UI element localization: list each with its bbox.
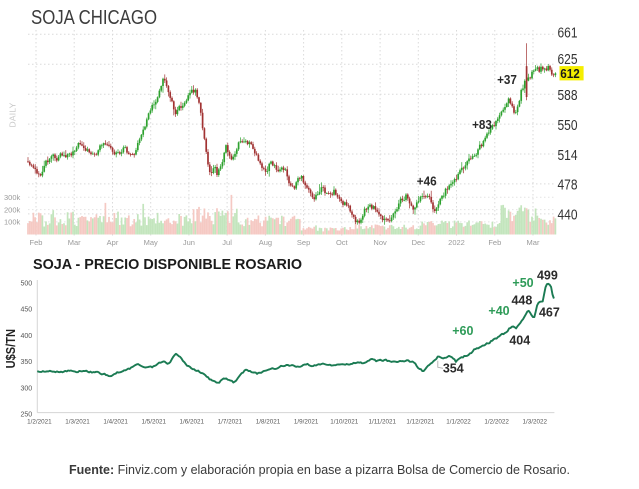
svg-text:Oct: Oct (336, 238, 349, 247)
svg-text:Sep: Sep (297, 238, 310, 247)
svg-text:+50: +50 (512, 276, 533, 290)
svg-text:448: 448 (511, 294, 532, 308)
svg-text:DAILY: DAILY (7, 102, 17, 127)
svg-text:+60: +60 (452, 324, 473, 338)
svg-text:1/1/2022: 1/1/2022 (446, 419, 471, 426)
svg-text:1/4/2021: 1/4/2021 (103, 419, 128, 426)
svg-text:Dec: Dec (412, 238, 426, 247)
svg-text:1/9/2021: 1/9/2021 (294, 419, 319, 426)
svg-text:250: 250 (21, 412, 33, 419)
svg-text:+83: +83 (472, 118, 492, 133)
svg-text:Apr: Apr (107, 238, 119, 247)
svg-text:588: 588 (558, 87, 578, 104)
svg-text:625: 625 (558, 51, 578, 68)
svg-text:550: 550 (558, 117, 578, 134)
svg-text:1/2/2021: 1/2/2021 (27, 419, 52, 426)
svg-text:1/7/2021: 1/7/2021 (218, 419, 243, 426)
svg-text:1/6/2021: 1/6/2021 (180, 419, 205, 426)
svg-text:450: 450 (21, 307, 33, 314)
svg-text:1/3/2022: 1/3/2022 (522, 419, 547, 426)
svg-text:300k: 300k (4, 193, 21, 202)
svg-text:612: 612 (560, 67, 580, 82)
svg-text:1/10/2021: 1/10/2021 (330, 419, 359, 426)
svg-text:U$S/TN: U$S/TN (3, 329, 18, 368)
svg-text:478: 478 (558, 176, 578, 193)
svg-text:Jun: Jun (183, 238, 195, 247)
svg-text:1/8/2021: 1/8/2021 (256, 419, 281, 426)
svg-text:+37: +37 (497, 73, 517, 88)
svg-text:1/12/2021: 1/12/2021 (406, 419, 435, 426)
svg-text:2022: 2022 (448, 238, 465, 247)
svg-text:Feb: Feb (488, 238, 501, 247)
svg-text:514: 514 (558, 147, 578, 164)
svg-text:350: 350 (21, 359, 33, 366)
svg-text:1/11/2021: 1/11/2021 (369, 419, 397, 426)
svg-text:May: May (144, 238, 158, 247)
svg-text:200k: 200k (4, 205, 21, 214)
svg-text:Mar: Mar (527, 238, 540, 247)
svg-text:500: 500 (21, 280, 33, 287)
svg-text:1/2/2022: 1/2/2022 (484, 419, 509, 426)
svg-text:499: 499 (537, 269, 558, 283)
svg-text:100k: 100k (4, 218, 21, 227)
svg-text:Feb: Feb (30, 238, 43, 247)
svg-text:1/3/2021: 1/3/2021 (65, 419, 90, 426)
svg-text:Jul: Jul (222, 238, 232, 247)
svg-text:661: 661 (558, 24, 578, 41)
svg-text:Nov: Nov (373, 238, 387, 247)
svg-text:300: 300 (21, 385, 33, 392)
svg-text:404: 404 (509, 333, 530, 347)
svg-text:1/5/2021: 1/5/2021 (141, 419, 166, 426)
svg-text:354: 354 (443, 362, 464, 376)
svg-text:Mar: Mar (68, 238, 81, 247)
svg-text:Aug: Aug (259, 238, 272, 247)
svg-text:440: 440 (558, 206, 578, 223)
svg-text:467: 467 (539, 306, 560, 320)
svg-text:+46: +46 (417, 174, 437, 189)
svg-text:+40: +40 (488, 304, 509, 318)
svg-text:400: 400 (21, 333, 33, 340)
